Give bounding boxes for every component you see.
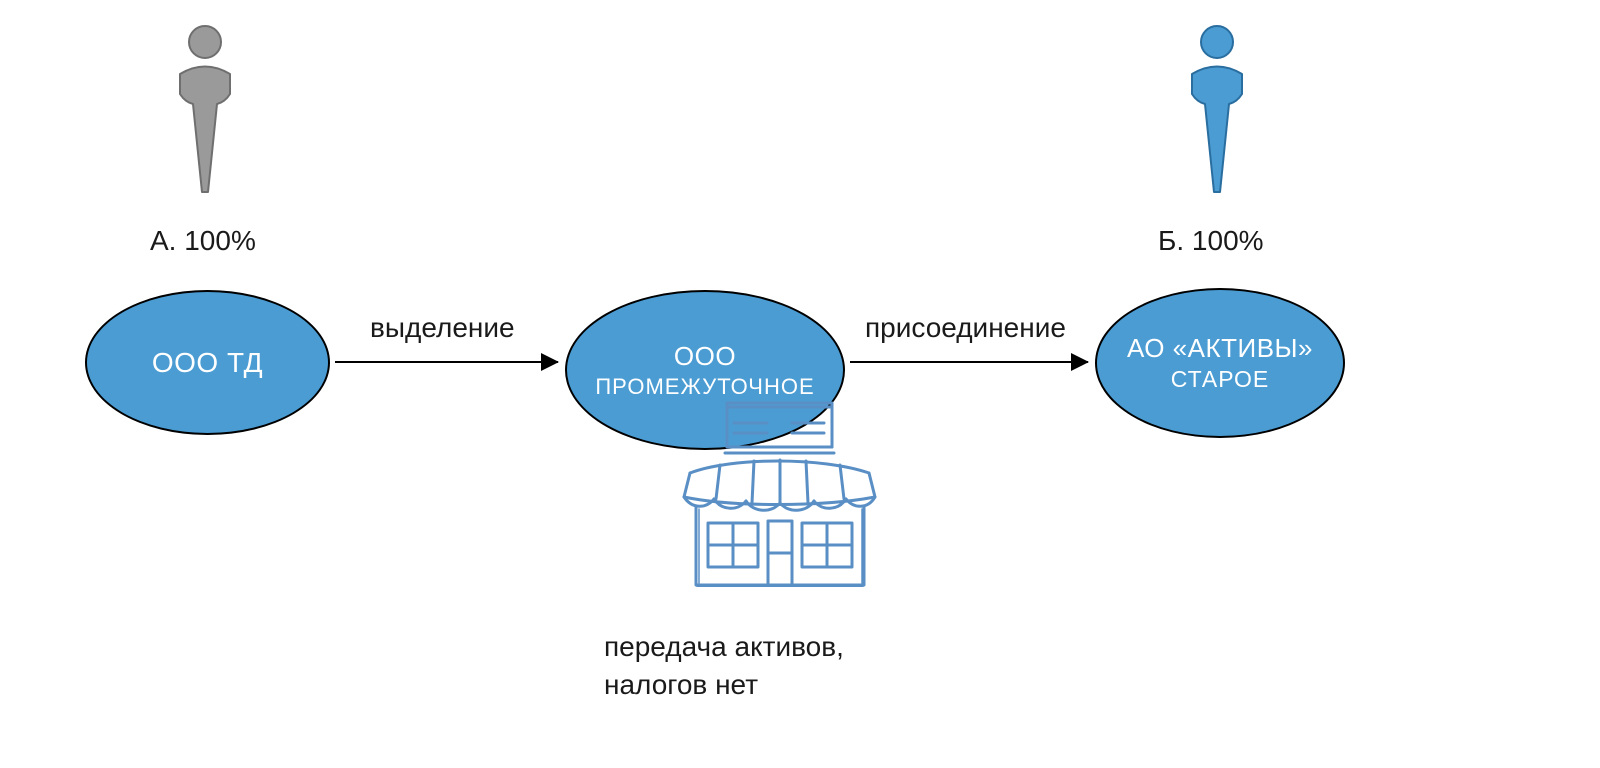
- diagram-canvas: А. 100% Б. 100% ООО ТД выделение ООО ПРО…: [0, 0, 1600, 768]
- person-a-label: А. 100%: [150, 225, 256, 257]
- person-a-icon: [170, 22, 240, 197]
- node-ooo-inter-label1: ООО: [674, 341, 736, 372]
- node-ooo-td: ООО ТД: [85, 290, 330, 435]
- person-b-icon: [1182, 22, 1252, 197]
- node-ao-assets-label2: СТАРОЕ: [1171, 366, 1270, 393]
- node-ao-assets: АО «АКТИВЫ» СТАРОЕ: [1095, 288, 1345, 438]
- node-ao-assets-label1: АО «АКТИВЫ»: [1127, 333, 1313, 364]
- edge-1-arrow: [335, 361, 558, 363]
- edge-2-label: присоединение: [865, 312, 1066, 344]
- node-ooo-td-label: ООО ТД: [152, 347, 263, 379]
- asset-transfer-caption: передача активов, налогов нет: [604, 628, 844, 704]
- building-sketch-icon: [672, 395, 887, 600]
- edge-1-label: выделение: [370, 312, 515, 344]
- person-b-label: Б. 100%: [1158, 225, 1264, 257]
- edge-2-arrow: [850, 361, 1088, 363]
